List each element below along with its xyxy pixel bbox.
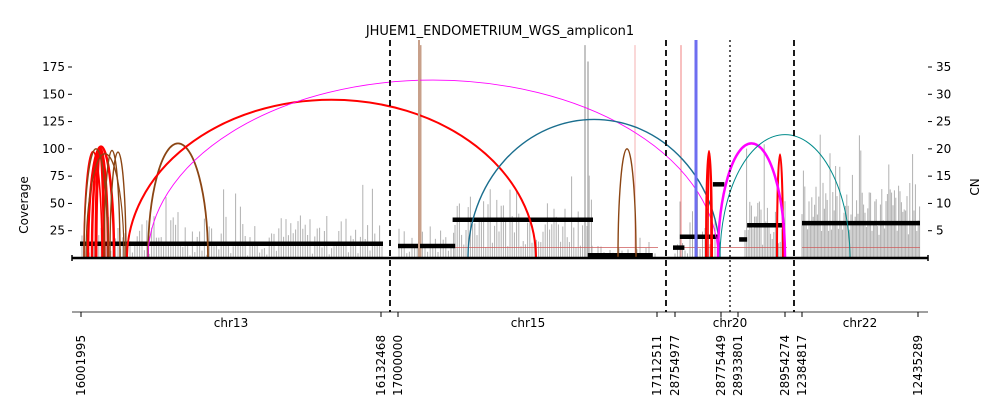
y-tick-label-left: 150 <box>42 87 65 101</box>
x-tick-label: 17112511 <box>650 335 664 396</box>
y-tick-label-right: 10 <box>936 196 951 210</box>
breakpoint-arc <box>103 149 121 259</box>
y-tick-label-right: 30 <box>936 87 951 101</box>
breakpoint-arc <box>126 98 537 259</box>
chrom-label: chr22 <box>843 316 877 330</box>
y-tick-label-left: 50 <box>50 196 65 210</box>
breakpoint-arc <box>719 134 851 259</box>
x-tick-label: 28775449 <box>714 335 728 396</box>
y-ticks: 25 50 75 100 125 150 175 5 10 15 20 25 30 35 <box>42 60 951 238</box>
y-axis-label-left: Coverage <box>17 176 31 234</box>
chrom-label: chr20 <box>713 316 747 330</box>
x-tick-label: 16001995 <box>74 335 88 396</box>
y-tick-label-right: 15 <box>936 169 951 183</box>
chart-title: JHUEM1_ENDOMETRIUM_WGS_amplicon1 <box>365 24 634 39</box>
breakpoint-arc <box>617 148 637 259</box>
breakpoint-arc <box>83 148 109 259</box>
y-tick-label-left: 125 <box>42 115 65 129</box>
segment-separators <box>389 40 795 312</box>
y-axis-label-right: CN <box>968 178 982 195</box>
breakpoint-arc <box>705 150 713 259</box>
y-tick-label-left: 100 <box>42 142 65 156</box>
axes <box>71 255 929 313</box>
x-ticks: chr13 chr15 chr20 chr22 16001995 16132468 1700… <box>74 312 925 396</box>
y-tick-label-right: 5 <box>936 224 944 238</box>
breakpoint-arc <box>109 151 127 259</box>
y-tick-label-left: 75 <box>50 169 65 183</box>
y-tick-label-right: 20 <box>936 142 951 156</box>
x-tick-label: 12435289 <box>911 335 925 396</box>
breakpoint-arc <box>147 79 719 259</box>
breakpoint-arc <box>86 145 116 259</box>
breakpoint-arc <box>85 153 125 259</box>
chrom-label: chr13 <box>214 316 248 330</box>
x-tick-label: 28933801 <box>731 335 745 396</box>
y-tick-label-right: 35 <box>936 60 951 74</box>
x-tick-label: 28954274 <box>778 335 792 396</box>
breakpoint-arcs <box>83 40 851 259</box>
breakpoint-arc <box>147 142 209 259</box>
x-tick-label: 17000000 <box>391 335 405 396</box>
x-tick-label: 16132468 <box>374 335 388 396</box>
y-tick-label-left: 175 <box>42 60 65 74</box>
x-tick-label: 12384817 <box>795 335 809 396</box>
breakpoint-arc <box>716 142 787 259</box>
breakpoint-arc <box>707 152 712 259</box>
breakpoint-arc <box>94 148 106 259</box>
chrom-label: chr15 <box>511 316 545 330</box>
y-tick-label-left: 25 <box>50 224 65 238</box>
x-tick-label: 28754977 <box>668 335 682 396</box>
y-tick-label-right: 25 <box>936 115 951 129</box>
